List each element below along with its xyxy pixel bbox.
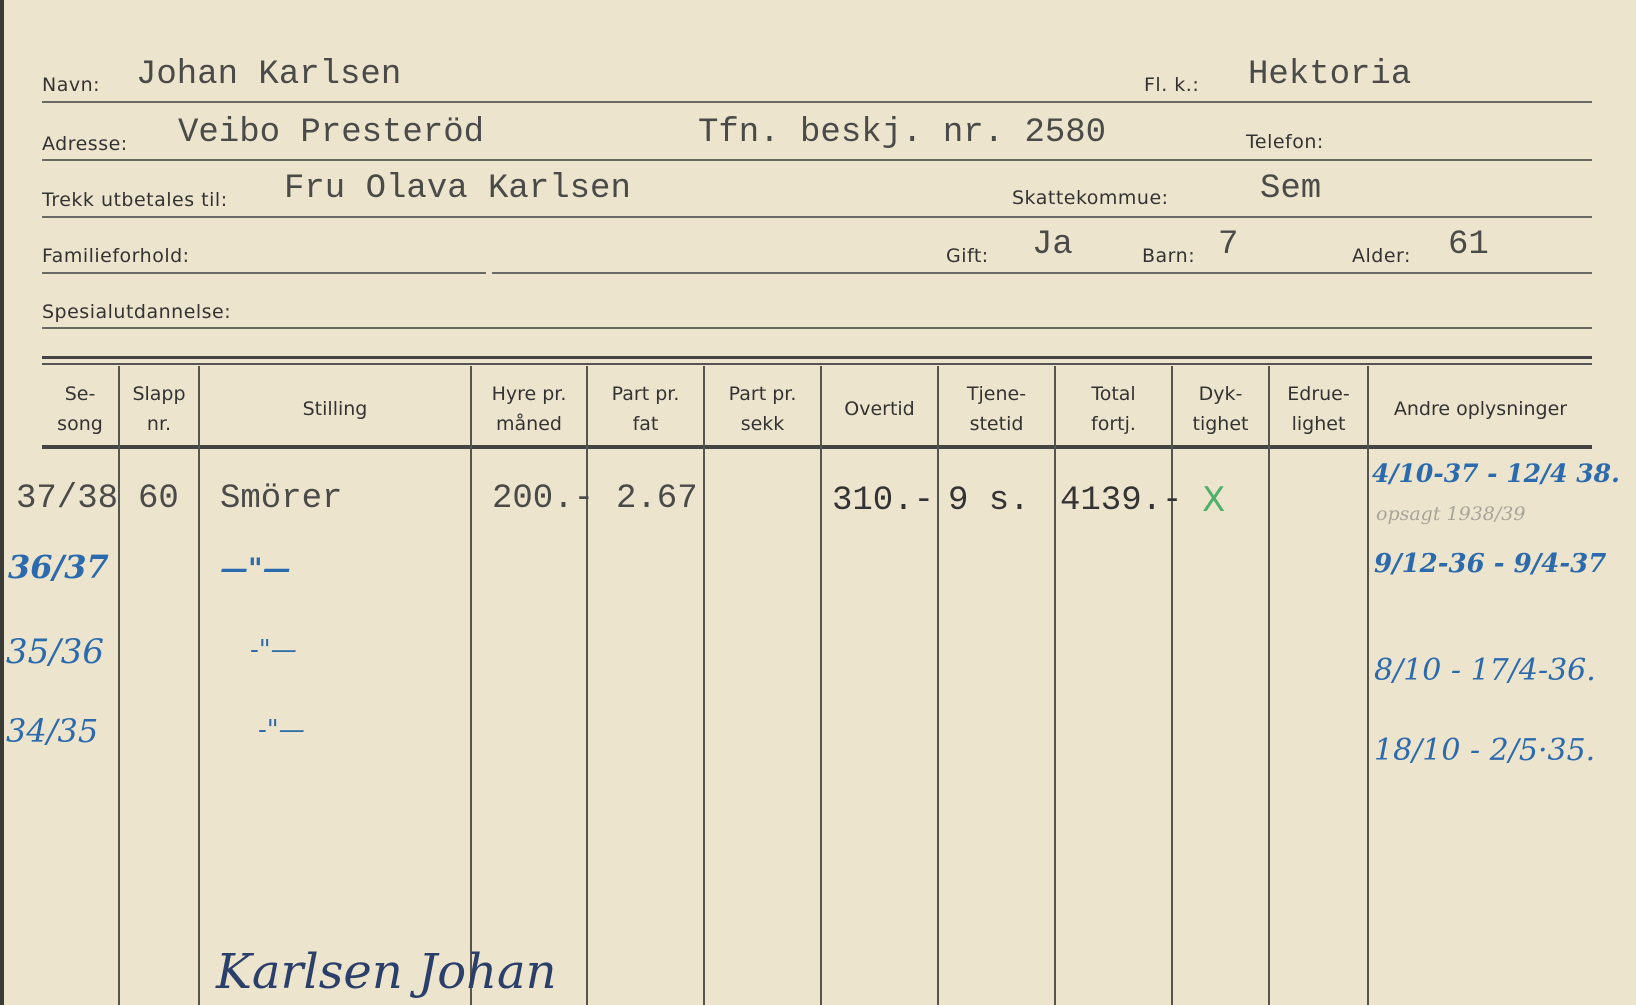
record-card: Navn: Johan Karlsen Fl. k.: Hektoria Adr… [4,0,1636,1005]
header-part-fat: Part pr. fat [611,383,680,435]
cell-sesong: 37/38 [16,480,119,518]
cell-slapp: 60 [138,480,179,518]
divider [42,216,1592,218]
hw-andre-3: 18/10 - 2/5·35. [1374,733,1596,768]
column-divider [1268,366,1270,1005]
cell-tjenestetid: 9 s. [948,482,1030,520]
column-divider [198,366,200,1005]
hw-sesong-1: 36/37 [8,548,109,586]
tfn-note: Tfn. beskj. nr. 2580 [698,114,1107,152]
divider [42,101,1592,103]
divider [42,159,1592,161]
header-tjenestetid: Tjene-stetid [966,383,1027,435]
adresse-label: Adresse: [42,133,128,155]
gift-label: Gift: [946,245,989,267]
adresse-value: Veibo Presteröd [178,114,485,152]
gift-value: Ja [1032,226,1073,264]
divider [492,272,1592,274]
telefon-label: Telefon: [1246,131,1324,153]
barn-value: 7 [1218,226,1239,264]
header-total: Total fortj. [1091,383,1136,435]
divider [42,272,486,274]
column-divider [1367,366,1369,1005]
table-top-rule [42,363,1592,365]
header-andre: Andre oplysninger [1393,398,1568,420]
cell-hyre: 200.- [492,480,595,518]
hw-sesong-2: 35/36 [6,632,104,672]
cell-dyktighet-mark: X [1202,480,1226,520]
flk-value: Hektoria [1248,56,1412,94]
table-header-rule [42,445,1592,449]
header-hyre: Hyre pr. måned [491,383,567,435]
header-dyktighet: Dyk-tighet [1192,383,1249,435]
hw-stilling-3: -"— [258,715,305,745]
trekk-value: Fru Olava Karlsen [284,170,631,208]
column-divider [586,366,588,1005]
cell-part-fat: 2.67 [616,480,698,518]
navn-label: Navn: [42,74,101,96]
header-sesong: Se-song [57,383,103,435]
column-divider [937,366,939,1005]
hw-stilling-1: —"— [220,552,291,585]
alder-value: 61 [1448,226,1489,264]
skattekommune-label: Skattekommue: [1012,187,1169,209]
table-top-rule [42,356,1592,359]
hw-andre-2: 8/10 - 17/4-36. [1374,653,1596,688]
cell-total: 4139.- [1060,482,1183,520]
header-stilling: Stilling [302,398,368,420]
navn-value: Johan Karlsen [136,56,402,94]
header-overtid: Overtid [844,398,915,420]
cell-stilling: Smörer [220,480,343,518]
alder-label: Alder: [1352,245,1411,267]
cell-overtid: 310.- [832,482,935,520]
divider [42,327,1592,329]
spesialutdannelse-label: Spesialutdannelse: [42,301,232,323]
column-divider [1054,366,1056,1005]
barn-label: Barn: [1142,245,1196,267]
header-edruelighet: Edrue-lighet [1287,383,1350,435]
column-divider [1171,366,1173,1005]
header-slapp: Slapp nr. [132,383,186,435]
trekk-label: Trekk utbetales til: [42,189,228,211]
flk-label: Fl. k.: [1144,74,1200,96]
familieforhold-label: Familieforhold: [42,245,190,267]
andre-first: 4/10-37 - 12/4 38. [1372,459,1620,488]
column-divider [703,366,705,1005]
column-divider [118,366,120,1005]
column-divider [470,366,472,1005]
hw-stilling-2: -"— [250,635,297,665]
signature: Karlsen Johan [216,944,557,1000]
hw-sesong-3: 34/35 [6,712,99,750]
pencil-note: opsagt 1938/39 [1376,503,1526,525]
column-divider [820,366,822,1005]
hw-andre-1: 9/12-36 - 9/4-37 [1374,549,1607,579]
skattekommune-value: Sem [1260,170,1322,208]
header-part-sekk: Part pr. sekk [728,383,797,435]
